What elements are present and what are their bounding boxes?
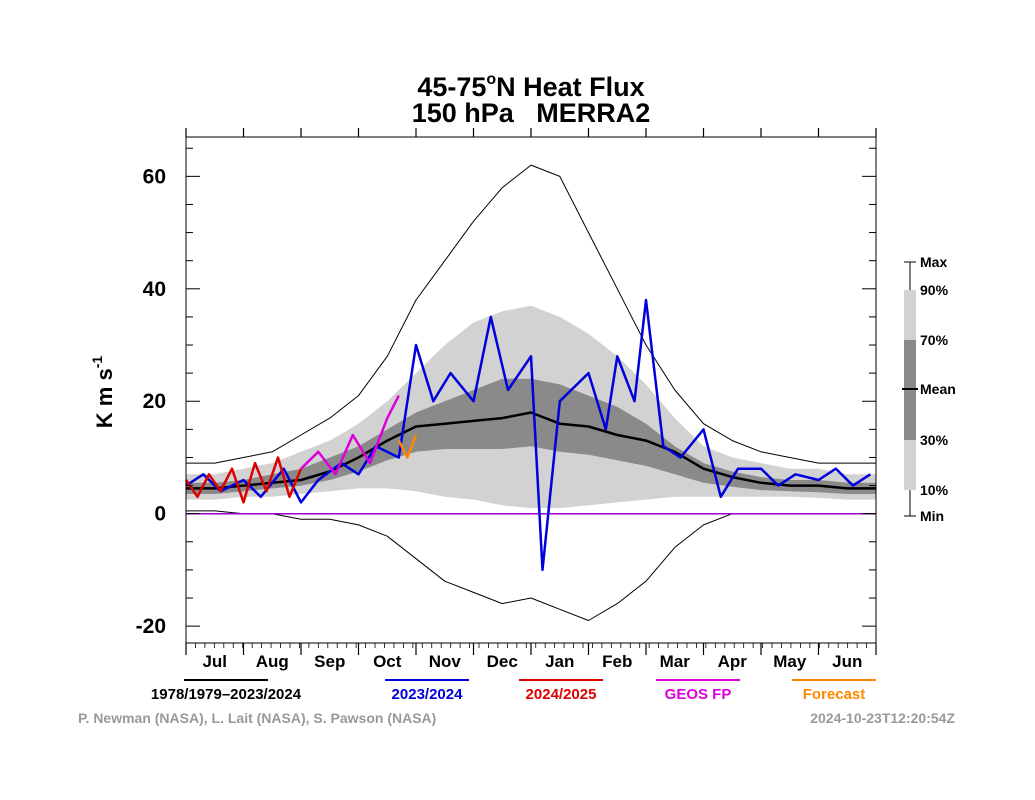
x-axis: Jul Aug Sep Oct Nov Dec Jan Feb Mar Apr May Jun — [185, 128, 877, 671]
month-label-dec: Dec — [487, 652, 518, 671]
climatology-min-line — [186, 510, 876, 621]
series-line-2 — [300, 395, 400, 476]
legend-label-3: GEOS FP — [665, 686, 732, 703]
y-axis: -20 0 20 40 60 — [136, 147, 876, 638]
series-line-1 — [184, 456, 303, 504]
key-label-1: 90% — [920, 282, 949, 298]
legend-label-2: 2024/2025 — [526, 686, 597, 703]
month-label-aug: Aug — [256, 652, 289, 671]
month-label-jul: Jul — [202, 652, 227, 671]
key-label-0: Max — [920, 254, 947, 270]
month-label-feb: Feb — [602, 652, 632, 671]
y-tick-label: 20 — [143, 390, 166, 413]
band-key: Max 90% 70% Mean 30% 10% Min — [902, 254, 956, 524]
key-label-4: 30% — [920, 432, 949, 448]
y-tick-label: 0 — [154, 503, 166, 526]
month-label-oct: Oct — [373, 652, 402, 671]
climatology-mean-line — [186, 411, 876, 490]
chart-title: 45-75oN Heat Flux — [417, 71, 644, 102]
key-label-6: Min — [920, 508, 944, 524]
month-label-jan: Jan — [545, 652, 574, 671]
credits-timestamp: 2024-10-23T12:20:54Z — [810, 710, 955, 726]
month-label-may: May — [773, 652, 807, 671]
legend: 1978/1979–2023/2024 2023/2024 2024/2025 GEO… — [151, 679, 876, 703]
month-label-nov: Nov — [429, 652, 462, 671]
series-line-0 — [185, 298, 871, 572]
legend-label-1: 2023/2024 — [392, 686, 464, 703]
band-30-70 — [186, 378, 876, 494]
y-axis-label: K m s-1 — [89, 356, 117, 429]
y-tick-label: 60 — [143, 165, 166, 188]
credits-authors: P. Newman (NASA), L. Lait (NASA), S. Paw… — [78, 710, 436, 726]
key-label-2: 70% — [920, 332, 949, 348]
key-label-5: 10% — [920, 482, 949, 498]
y-tick-label: -20 — [136, 615, 166, 638]
month-label-apr: Apr — [718, 652, 748, 671]
y-tick-label: 40 — [143, 278, 166, 301]
month-label-mar: Mar — [660, 652, 691, 671]
month-label-sep: Sep — [314, 652, 345, 671]
data-series — [184, 298, 871, 572]
month-label-jun: Jun — [832, 652, 862, 671]
climatology-max-line — [186, 164, 876, 464]
climatology-bands — [186, 164, 876, 621]
series-line-3 — [397, 434, 418, 459]
key-label-3: Mean — [920, 381, 956, 397]
legend-label-4: Forecast — [803, 686, 866, 703]
legend-label-0: 1978/1979–2023/2024 — [151, 686, 302, 703]
chart-subtitle: 150 hPa MERRA2 — [412, 98, 651, 128]
